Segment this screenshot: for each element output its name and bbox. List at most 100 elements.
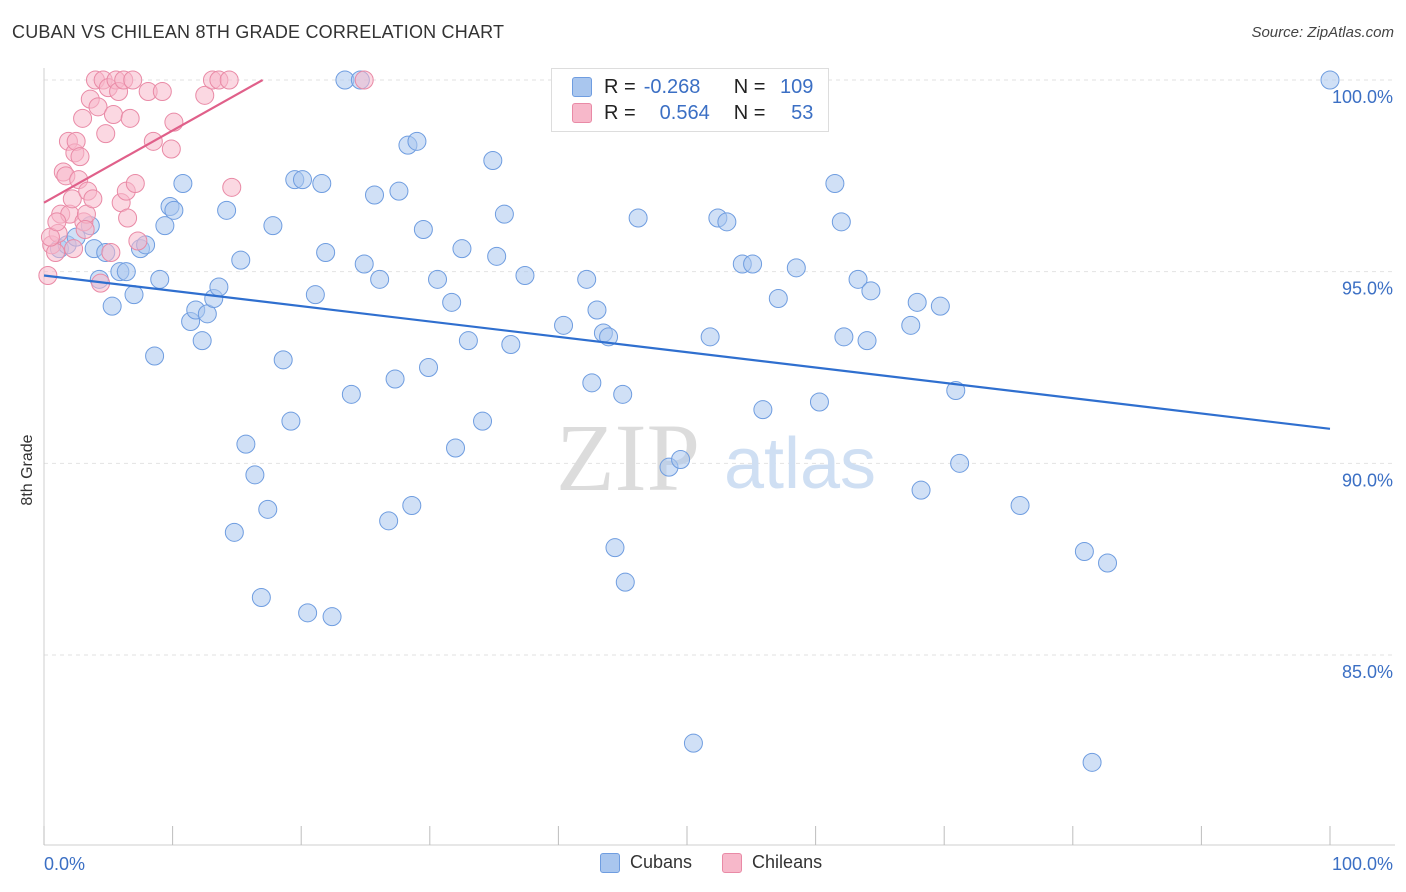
x-tick-label: 100.0%: [1332, 854, 1393, 874]
data-point-cubans: [907, 292, 927, 312]
data-point-cubans: [1320, 70, 1340, 90]
data-point-cubans: [292, 170, 312, 190]
y-tick-label: 85.0%: [1342, 662, 1393, 682]
axes: [43, 68, 1395, 846]
data-point-chileans: [47, 212, 67, 232]
data-point-cubans: [155, 216, 175, 236]
data-point-cubans: [413, 220, 433, 239]
data-point-cubans: [273, 350, 293, 370]
data-point-cubans: [683, 733, 703, 753]
legend-row-cubans: R = -0.268 N = 109: [572, 75, 813, 99]
legend-item-chileans[interactable]: Chileans: [722, 852, 822, 873]
data-point-cubans: [231, 250, 251, 270]
legend-item-cubans[interactable]: Cubans: [600, 852, 692, 873]
data-point-cubans: [494, 204, 514, 224]
data-point-chileans: [125, 174, 145, 193]
data-point-cubans: [263, 216, 283, 236]
data-point-cubans: [116, 262, 136, 282]
legend-n-label: N =: [733, 101, 766, 124]
data-point-cubans: [700, 327, 720, 347]
data-point-cubans: [428, 269, 448, 289]
data-point-cubans: [554, 315, 574, 335]
data-point-cubans: [930, 296, 950, 316]
data-point-cubans: [717, 212, 737, 232]
data-point-chileans: [354, 70, 374, 90]
data-point-cubans: [1082, 752, 1102, 772]
x-tick-labels: 0.0% 100.0%: [44, 854, 1393, 874]
data-point-chileans: [219, 70, 239, 90]
trend-lines: [43, 79, 1331, 430]
data-point-cubans: [587, 300, 607, 320]
data-point-cubans: [848, 269, 868, 289]
data-point-chileans: [123, 70, 143, 90]
data-point-chileans: [161, 139, 181, 159]
data-point-cubans: [831, 212, 851, 232]
series-chileans: [38, 70, 374, 293]
data-point-cubans: [150, 269, 170, 289]
data-point-cubans: [753, 400, 773, 420]
y-tick-label: 90.0%: [1342, 470, 1393, 490]
data-point-cubans: [825, 174, 845, 193]
data-point-cubans: [102, 296, 122, 316]
data-point-cubans: [605, 538, 625, 558]
data-point-cubans: [145, 346, 165, 366]
watermark: ZIP atlas: [556, 404, 876, 511]
data-point-cubans: [615, 572, 635, 592]
data-point-cubans: [786, 258, 806, 278]
data-point-cubans: [124, 285, 144, 305]
data-point-cubans: [809, 392, 829, 412]
data-point-cubans: [316, 243, 336, 262]
data-point-cubans: [209, 277, 229, 297]
data-point-cubans: [341, 384, 361, 404]
data-point-cubans: [281, 411, 301, 431]
data-point-cubans: [258, 499, 278, 519]
legend-label-cubans: Cubans: [630, 852, 693, 872]
data-point-cubans: [458, 331, 478, 351]
data-point-cubans: [305, 285, 325, 305]
legend-r-value: 0.564: [659, 101, 710, 124]
data-point-cubans: [389, 181, 409, 201]
y-tick-labels: 85.0% 90.0% 95.0% 100.0%: [1332, 87, 1393, 682]
data-point-chileans: [164, 112, 184, 132]
data-point-cubans: [628, 208, 648, 228]
data-point-cubans: [173, 174, 193, 193]
data-point-cubans: [501, 335, 521, 354]
data-point-cubans: [251, 588, 271, 607]
trend-line-chileans: [43, 79, 264, 204]
legend-r-label: R =: [604, 75, 636, 98]
y-tick-label: 100.0%: [1332, 87, 1393, 107]
y-tick-label: 95.0%: [1342, 279, 1393, 299]
data-point-chileans: [64, 239, 84, 259]
data-point-chileans: [152, 82, 172, 101]
data-point-cubans: [402, 496, 422, 515]
data-point-cubans: [857, 331, 877, 351]
data-point-chileans: [62, 189, 82, 209]
data-point-chileans: [222, 177, 242, 197]
legend-r-label: R =: [604, 101, 636, 124]
legend-n-label: N =: [733, 75, 766, 98]
legend-row-chileans: R = 0.564 N = 53: [572, 101, 813, 125]
legend-label-chileans: Chileans: [752, 852, 823, 872]
data-point-chileans: [103, 105, 123, 124]
data-point-cubans: [452, 239, 472, 259]
data-point-cubans: [946, 381, 966, 400]
data-point-chileans: [83, 189, 103, 209]
legend-swatch-chileans: [722, 852, 743, 873]
legend-n-value: 109: [780, 75, 814, 98]
data-point-cubans: [473, 411, 493, 431]
data-point-cubans: [379, 511, 399, 531]
data-point-chileans: [73, 108, 93, 128]
data-point-cubans: [743, 254, 763, 274]
data-point-cubans: [236, 434, 256, 454]
watermark-atlas: atlas: [724, 424, 876, 504]
source-credit: Source: ZipAtlas.com: [1251, 24, 1394, 41]
data-point-chileans: [118, 208, 138, 228]
data-point-cubans: [577, 269, 597, 289]
data-point-cubans: [370, 269, 390, 289]
data-point-chileans: [128, 231, 148, 251]
data-point-cubans: [911, 480, 931, 500]
legend-n-value: 53: [791, 101, 814, 124]
data-point-cubans: [365, 185, 385, 205]
data-point-cubans: [487, 246, 507, 266]
